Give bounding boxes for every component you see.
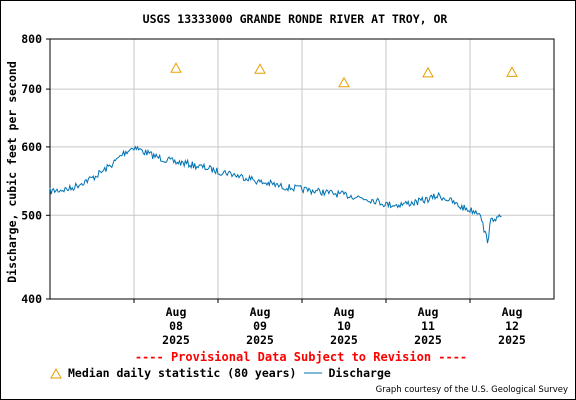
discharge-point [49, 191, 50, 192]
discharge-point [217, 171, 218, 172]
discharge-point [396, 204, 397, 205]
x-tick-label-line: 2025 [498, 333, 526, 347]
series-layer [49, 62, 518, 244]
provisional-notice: ---- Provisional Data Subject to Revisio… [134, 350, 468, 364]
discharge-point [375, 200, 376, 201]
legend-item-median: Median daily statistic (80 years) [50, 366, 296, 380]
x-axis-ticks: Aug082025Aug092025Aug102025Aug112025Aug1… [133, 299, 526, 347]
discharge-point [238, 176, 239, 177]
discharge-point [280, 186, 281, 187]
discharge-point [487, 240, 488, 241]
discharge-point [228, 172, 229, 173]
grid-layer [50, 39, 554, 299]
discharge-point [494, 216, 495, 217]
discharge-point [501, 215, 502, 216]
x-tick-label-line: 2025 [162, 333, 190, 347]
x-tick-label-line: 09 [253, 319, 267, 333]
chart-title: USGS 13333000 GRANDE RONDE RIVER AT TROY… [143, 12, 448, 26]
discharge-point [291, 187, 292, 188]
discharge-point [249, 178, 250, 179]
discharge-point [133, 146, 134, 147]
x-tick-label-line: 2025 [246, 333, 274, 347]
discharge-point [301, 189, 302, 190]
discharge-point [406, 203, 407, 204]
discharge-point [123, 153, 124, 154]
discharge-point [459, 206, 460, 207]
discharge-point [165, 159, 166, 160]
discharge-point [207, 168, 208, 169]
discharge-point [144, 151, 145, 152]
discharge-point [490, 221, 491, 222]
courtesy-note: Graph courtesy of the U.S. Geological Su… [375, 385, 568, 395]
legend-median-label: Median daily statistic (80 years) [68, 366, 297, 380]
y-tick-label: 800 [21, 32, 42, 46]
x-tick-label-line: 11 [421, 319, 435, 333]
discharge-point [417, 201, 418, 202]
discharge-point [102, 171, 103, 172]
y-axis-ticks: 400 500 600 700 800 [21, 32, 50, 306]
y-tick-label: 500 [21, 208, 42, 222]
median-triangle-marker [254, 63, 266, 74]
triangle-icon [50, 367, 62, 378]
x-tick-label-line: 2025 [414, 333, 442, 347]
discharge-point [81, 182, 82, 183]
x-tick-label-line: Aug [418, 305, 439, 319]
discharge-point [343, 194, 344, 195]
discharge-point [186, 163, 187, 164]
legend-discharge-label: Discharge [328, 366, 391, 380]
x-tick-label-line: Aug [250, 305, 271, 319]
discharge-point [469, 209, 470, 210]
discharge-point [364, 198, 365, 199]
discharge-point [480, 212, 481, 213]
discharge-point [333, 193, 334, 194]
discharge-point [175, 162, 176, 163]
x-tick-label-line: 12 [505, 319, 519, 333]
x-tick-label-line: Aug [166, 305, 187, 319]
discharge-point [312, 190, 313, 191]
x-tick-label-line: 2025 [330, 333, 358, 347]
discharge-point [483, 230, 484, 231]
x-tick-label-line: 08 [169, 319, 183, 333]
discharge-point [385, 204, 386, 205]
discharge-point [497, 218, 498, 219]
legend-item-discharge: Discharge [304, 366, 391, 380]
y-tick-label: 700 [21, 82, 42, 96]
discharge-point [270, 183, 271, 184]
discharge-point [354, 196, 355, 197]
median-triangle-marker [338, 76, 350, 88]
x-tick-label-line: Aug [502, 305, 523, 319]
discharge-point [196, 166, 197, 167]
y-tick-label: 600 [21, 140, 42, 154]
discharge-point [60, 189, 61, 190]
x-tick-label-line: 10 [337, 319, 351, 333]
median-triangle-marker [170, 62, 182, 73]
discharge-point [427, 199, 428, 200]
median-triangle-marker [506, 66, 518, 77]
discharge-point [259, 182, 260, 183]
discharge-point [438, 195, 439, 196]
discharge-point [112, 163, 113, 164]
y-tick-label: 400 [21, 292, 42, 306]
line-sample-icon [304, 372, 323, 374]
discharge-point [322, 191, 323, 192]
discharge-point [70, 188, 71, 189]
y-axis-label: Discharge, cubic feet per second [5, 61, 19, 283]
series-discharge-line [49, 145, 502, 244]
legend: Median daily statistic (80 years) Discha… [50, 364, 399, 382]
median-triangle-marker [422, 66, 434, 78]
discharge-point [448, 199, 449, 200]
x-tick-label-line: Aug [334, 305, 355, 319]
discharge-point [154, 156, 155, 157]
discharge-point [91, 178, 92, 179]
